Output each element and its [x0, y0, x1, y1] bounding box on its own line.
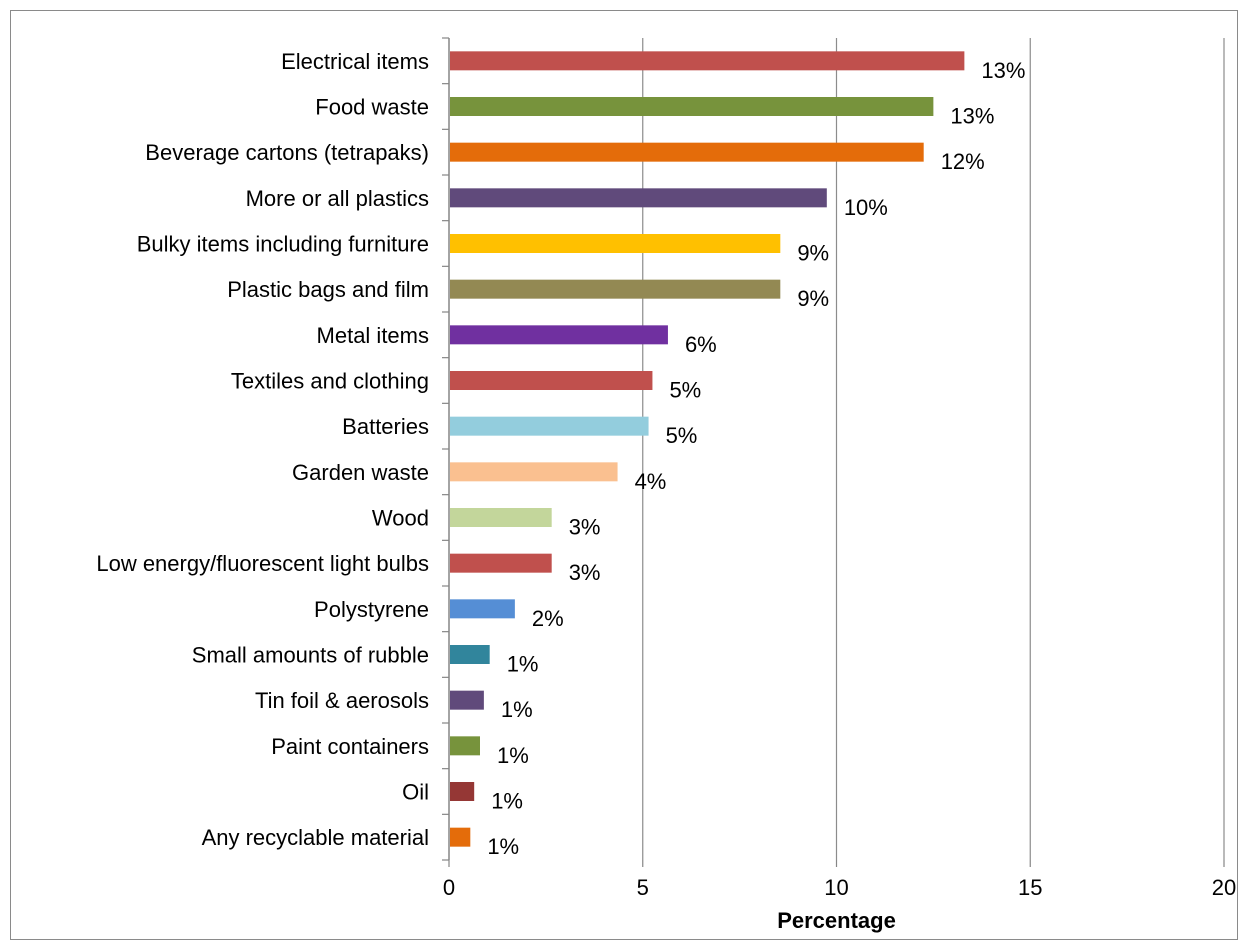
data-label: 6%	[685, 332, 717, 357]
bar	[450, 234, 781, 253]
category-label: Food waste	[315, 95, 429, 120]
data-label: 2%	[532, 606, 564, 631]
category-label: Beverage cartons (tetrapaks)	[145, 140, 429, 165]
data-label: 9%	[797, 286, 829, 311]
chart-frame	[10, 10, 1238, 940]
x-tick-labels: 0 5 10 15 20	[443, 875, 1236, 900]
data-label: 1%	[501, 697, 533, 722]
data-label: 12%	[941, 149, 985, 174]
data-label: 3%	[569, 515, 601, 540]
category-label: Oil	[402, 780, 429, 805]
category-label: Paint containers	[271, 734, 429, 759]
category-label: Low energy/fluorescent light bulbs	[96, 551, 429, 576]
category-label: Plastic bags and film	[227, 277, 429, 302]
category-label: Textiles and clothing	[231, 369, 429, 394]
bar	[450, 371, 653, 390]
bar	[450, 325, 668, 345]
bar	[450, 279, 781, 299]
category-label: More or all plastics	[246, 186, 429, 211]
bar	[450, 51, 965, 71]
bars	[450, 51, 965, 847]
category-label: Batteries	[342, 414, 429, 439]
gridlines	[442, 37, 1225, 867]
category-label: Metal items	[317, 323, 429, 348]
data-label: 1%	[497, 743, 529, 768]
data-label: 3%	[569, 560, 601, 585]
bar	[450, 827, 471, 847]
data-label: 5%	[666, 423, 698, 448]
bar	[450, 736, 480, 756]
bar	[450, 142, 924, 162]
category-label: Polystyrene	[314, 597, 429, 622]
category-label: Small amounts of rubble	[192, 643, 429, 668]
data-label: 1%	[491, 789, 523, 814]
bar	[450, 188, 827, 208]
x-tick-label: 20	[1212, 875, 1236, 900]
category-label: Tin foil & aerosols	[255, 688, 429, 713]
bar	[450, 690, 484, 710]
bar	[450, 553, 552, 573]
data-label: 5%	[669, 378, 701, 403]
data-label: 1%	[507, 652, 539, 677]
data-label: 9%	[797, 241, 829, 266]
data-label: 1%	[487, 834, 519, 859]
x-tick-label: 15	[1018, 875, 1042, 900]
bar	[450, 416, 649, 436]
x-tick-label: 0	[443, 875, 455, 900]
bar	[450, 508, 552, 527]
category-label: Garden waste	[292, 460, 429, 485]
category-label: Electrical items	[281, 49, 429, 74]
bar	[450, 599, 515, 619]
category-labels: Electrical items Food waste Beverage carto…	[96, 49, 429, 850]
data-label: 13%	[950, 104, 994, 129]
bar	[450, 645, 490, 664]
x-tick-label: 10	[824, 875, 848, 900]
x-axis-title: Percentage	[777, 908, 896, 933]
data-label: 13%	[981, 58, 1025, 83]
data-label: 10%	[844, 195, 888, 220]
x-tick-label: 5	[637, 875, 649, 900]
bar	[450, 782, 475, 801]
bar	[450, 97, 934, 116]
category-label: Any recyclable material	[202, 825, 429, 850]
category-label: Wood	[372, 506, 429, 531]
data-label: 4%	[635, 469, 667, 494]
data-labels: 13%13%12%10%9%9%6%5%5%4%3%3%2%1%1%1%1%1%	[487, 58, 1025, 859]
category-label: Bulky items including furniture	[137, 232, 429, 257]
bar	[450, 462, 618, 482]
